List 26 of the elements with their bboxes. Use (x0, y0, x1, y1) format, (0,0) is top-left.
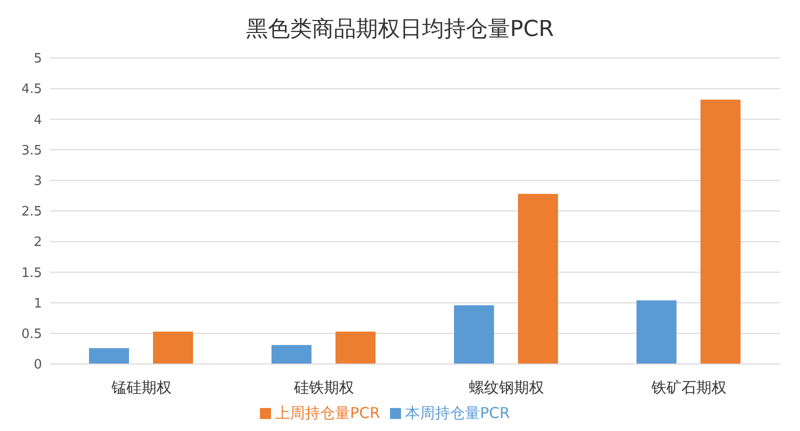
x-tick-label: 螺纹钢期权 (468, 378, 544, 397)
y-tick-label: 0.5 (21, 327, 42, 342)
bar (454, 305, 494, 364)
x-tick-label: 硅铁期权 (292, 378, 354, 397)
y-tick-label: 0 (34, 358, 42, 373)
chart-title: 黑色类商品期权日均持仓量PCR (245, 16, 555, 44)
y-tick-label: 4 (34, 112, 42, 128)
y-tick-label: 2.5 (21, 204, 42, 220)
y-tick-label: 4.5 (21, 82, 42, 98)
legend-label: 本周持仓量PCR (405, 404, 510, 422)
x-tick-label: 铁矿石期权 (650, 378, 726, 397)
x-tick-label: 锰硅期权 (110, 378, 172, 397)
legend-label: 上周持仓量PCR (275, 404, 380, 422)
y-tick-label: 1 (34, 296, 42, 312)
bar (336, 332, 376, 364)
bar (636, 300, 676, 364)
y-tick-label: 3 (34, 174, 42, 190)
bar (700, 100, 740, 364)
y-tick-label: 3.5 (21, 143, 42, 158)
y-tick-label: 2 (34, 235, 42, 250)
bar (89, 348, 129, 364)
y-tick-label: 5 (34, 52, 42, 67)
bar (518, 194, 558, 364)
y-tick-label: 1.5 (21, 266, 42, 281)
bar (272, 345, 312, 364)
bar (153, 332, 193, 364)
